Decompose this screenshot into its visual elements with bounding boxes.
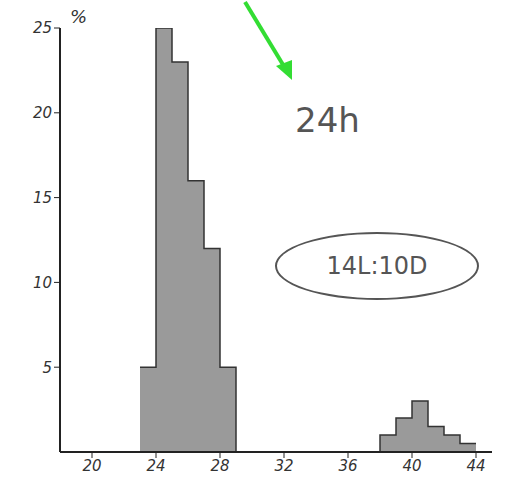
svg-text:28: 28	[210, 457, 229, 475]
html-text:14L:10D: 14L:10D	[326, 252, 428, 280]
svg-text:24: 24	[146, 457, 165, 475]
svg-text:40: 40	[402, 457, 421, 475]
svg-text:32: 32	[274, 457, 293, 475]
svg-text:10: 10	[33, 274, 52, 292]
svg-text:36: 36	[338, 457, 357, 475]
svg-text:25: 25	[33, 19, 52, 37]
svg-text:20: 20	[33, 104, 52, 122]
svg-text:15: 15	[33, 189, 52, 207]
html-text:24h: 24h	[295, 100, 360, 140]
svg-text:20: 20	[82, 457, 101, 475]
svg-text:44: 44	[466, 457, 485, 475]
svg-text:5: 5	[42, 359, 52, 377]
